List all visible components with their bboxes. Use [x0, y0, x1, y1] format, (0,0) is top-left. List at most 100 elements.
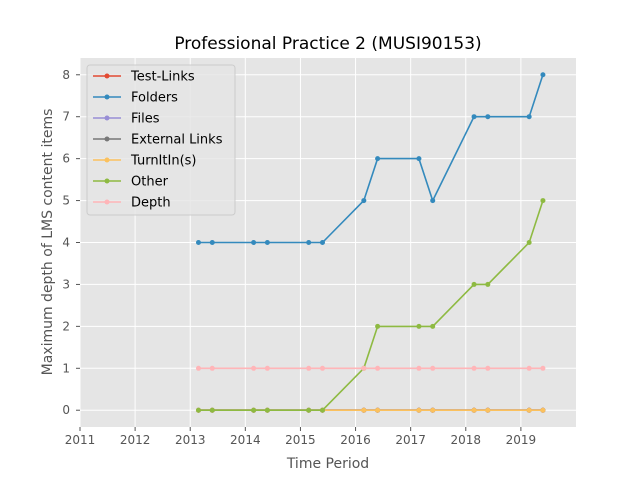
data-point-other	[319, 407, 325, 413]
data-point-folders	[306, 240, 312, 245]
x-axis-ticks: 2011 2012 2013 2014 2015 2016 2017 2018 2019	[65, 427, 536, 447]
data-point-turnitin-s	[375, 407, 381, 413]
legend-item-external-links: External Links	[93, 133, 223, 148]
legend-swatch-marker	[104, 136, 110, 142]
chart-title: Professional Practice 2 (MUSI90153)	[174, 34, 481, 54]
x-tick-label: 2019	[506, 433, 537, 447]
data-point-turnitin-s	[471, 407, 477, 413]
legend-box	[86, 64, 236, 216]
legend-label: External Links	[131, 133, 223, 148]
data-point-other	[195, 407, 201, 413]
data-point-folders	[430, 198, 436, 204]
legend-label: TurnItIn(s)	[130, 154, 196, 169]
legend-label: Folders	[131, 91, 178, 106]
legend-item-folders: Folders	[93, 91, 178, 106]
data-point-depth	[209, 365, 215, 371]
data-point-folders	[526, 114, 532, 120]
data-point-other	[526, 240, 532, 245]
legend: Test-Links Folders Files External Links Turn…	[86, 64, 236, 216]
legend-label: Test-Links	[130, 70, 195, 85]
legend-swatch-marker	[104, 157, 110, 163]
data-point-folders	[195, 240, 201, 245]
data-point-turnitin-s	[540, 407, 546, 413]
y-tick-label: 7	[62, 110, 70, 124]
y-tick-label: 1	[62, 361, 70, 375]
x-tick-label: 2011	[65, 433, 96, 447]
legend-swatch-marker	[104, 178, 110, 184]
data-point-folders	[485, 114, 491, 120]
x-axis-label: Time Period	[286, 456, 369, 472]
data-point-turnitin-s	[416, 407, 422, 413]
data-point-other	[430, 323, 436, 329]
x-tick-label: 2015	[285, 433, 316, 447]
data-point-depth	[485, 365, 491, 371]
data-point-folders	[264, 240, 270, 245]
data-point-other	[485, 281, 491, 287]
data-point-turnitin-s	[485, 407, 491, 413]
data-point-other	[540, 198, 546, 204]
x-tick-label: 2017	[395, 433, 426, 447]
data-point-folders	[416, 156, 422, 162]
data-point-other	[251, 407, 257, 413]
data-point-other	[306, 407, 312, 413]
legend-swatch-marker	[104, 115, 110, 121]
x-tick-label: 2018	[451, 433, 482, 447]
data-point-folders	[361, 198, 367, 204]
data-point-depth	[319, 365, 325, 371]
y-tick-label: 4	[62, 236, 70, 250]
data-point-depth	[375, 365, 381, 371]
data-point-folders	[319, 240, 325, 245]
data-point-folders	[471, 114, 477, 120]
y-axis-ticks: 0 1 2 3 4 5 6 7 8	[62, 68, 80, 417]
legend-swatch-marker	[104, 199, 110, 205]
data-point-depth	[526, 365, 532, 371]
legend-label: Other	[131, 175, 169, 190]
x-tick-label: 2016	[340, 433, 371, 447]
data-point-other	[375, 323, 381, 329]
legend-item-depth: Depth	[93, 196, 171, 211]
data-point-depth	[416, 365, 422, 371]
data-point-depth	[306, 365, 312, 371]
data-point-folders	[251, 240, 257, 245]
y-tick-label: 2	[62, 319, 70, 333]
data-point-turnitin-s	[526, 407, 532, 413]
legend-label: Depth	[131, 196, 171, 211]
data-point-folders	[375, 156, 381, 162]
y-tick-label: 6	[62, 152, 70, 166]
data-point-other	[264, 407, 270, 413]
x-tick-label: 2014	[230, 433, 261, 447]
series-other	[195, 198, 546, 413]
legend-swatch-marker	[104, 94, 110, 100]
y-tick-label: 5	[62, 194, 70, 208]
y-tick-label: 3	[62, 277, 70, 291]
data-point-other	[416, 323, 422, 329]
data-point-other	[471, 281, 477, 287]
legend-item-test-links: Test-Links	[93, 70, 195, 85]
legend-item-other: Other	[93, 175, 169, 190]
data-point-depth	[361, 365, 367, 371]
y-tick-label: 0	[62, 403, 70, 417]
data-point-other	[209, 407, 215, 413]
data-point-turnitin-s	[430, 407, 436, 413]
legend-item-files: Files	[93, 112, 160, 127]
x-tick-label: 2012	[120, 433, 151, 447]
data-point-depth	[430, 365, 436, 371]
data-point-folders	[540, 72, 546, 78]
data-point-depth	[195, 365, 201, 371]
x-tick-label: 2013	[175, 433, 206, 447]
y-axis-label: Maximum depth of LMS content items	[40, 109, 56, 376]
legend-label: Files	[131, 112, 160, 127]
data-point-depth	[540, 365, 546, 371]
data-point-folders	[209, 240, 215, 245]
legend-swatch-marker	[104, 73, 110, 79]
series-folders	[195, 72, 546, 245]
data-point-turnitin-s	[361, 407, 367, 413]
series-depth	[195, 365, 546, 371]
y-tick-label: 8	[62, 68, 70, 82]
legend-item-turnitin-s: TurnItIn(s)	[93, 154, 196, 169]
data-point-depth	[251, 365, 257, 371]
data-point-depth	[471, 365, 477, 371]
series-layer	[195, 72, 546, 413]
data-point-depth	[264, 365, 270, 371]
